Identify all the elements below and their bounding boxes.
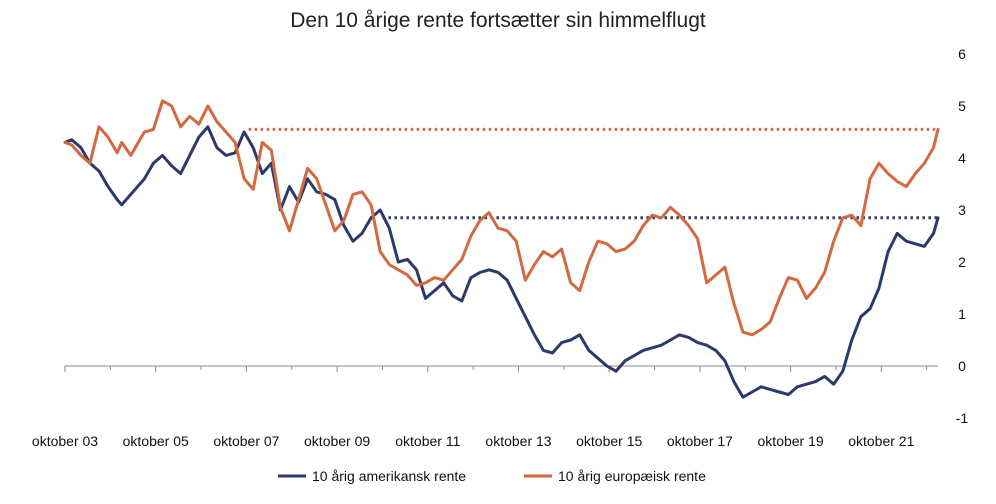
x-tick-label: oktober 03 (32, 433, 98, 449)
y-tick-label: 1 (958, 306, 966, 322)
legend: 10 årig amerikansk rente 10 årig europæi… (278, 468, 706, 484)
y-tick-label: 2 (958, 254, 966, 270)
y-tick-label: 5 (958, 98, 966, 114)
y-tick-label: 0 (958, 358, 966, 374)
x-tick-label: oktober 13 (485, 433, 551, 449)
y-tick-label: -1 (956, 410, 969, 426)
x-tick-label: oktober 09 (304, 433, 370, 449)
x-tick-label: oktober 19 (758, 433, 824, 449)
x-tick-label: oktober 07 (213, 433, 279, 449)
series-line-eu (63, 99, 940, 337)
chart-title: Den 10 årige rente fortsætter sin himmel… (290, 9, 706, 32)
x-tick-label: oktober 05 (123, 433, 189, 449)
x-tick-label: oktober 11 (395, 433, 460, 449)
y-tick-label: 6 (958, 46, 966, 62)
plot-area: oktober 03 oktober 05 oktober 07 oktober 09… (32, 46, 969, 449)
legend-label-eu: 10 årig europæisk rente (558, 468, 706, 484)
series-line-us (63, 125, 940, 399)
x-tick-label: oktober 17 (667, 433, 733, 449)
x-tick-label: oktober 21 (848, 433, 914, 449)
y-tick-label: 4 (958, 150, 966, 166)
legend-label-us: 10 årig amerikansk rente (312, 468, 466, 484)
x-tick-label: oktober 15 (576, 433, 642, 449)
y-tick-label: 3 (958, 202, 966, 218)
